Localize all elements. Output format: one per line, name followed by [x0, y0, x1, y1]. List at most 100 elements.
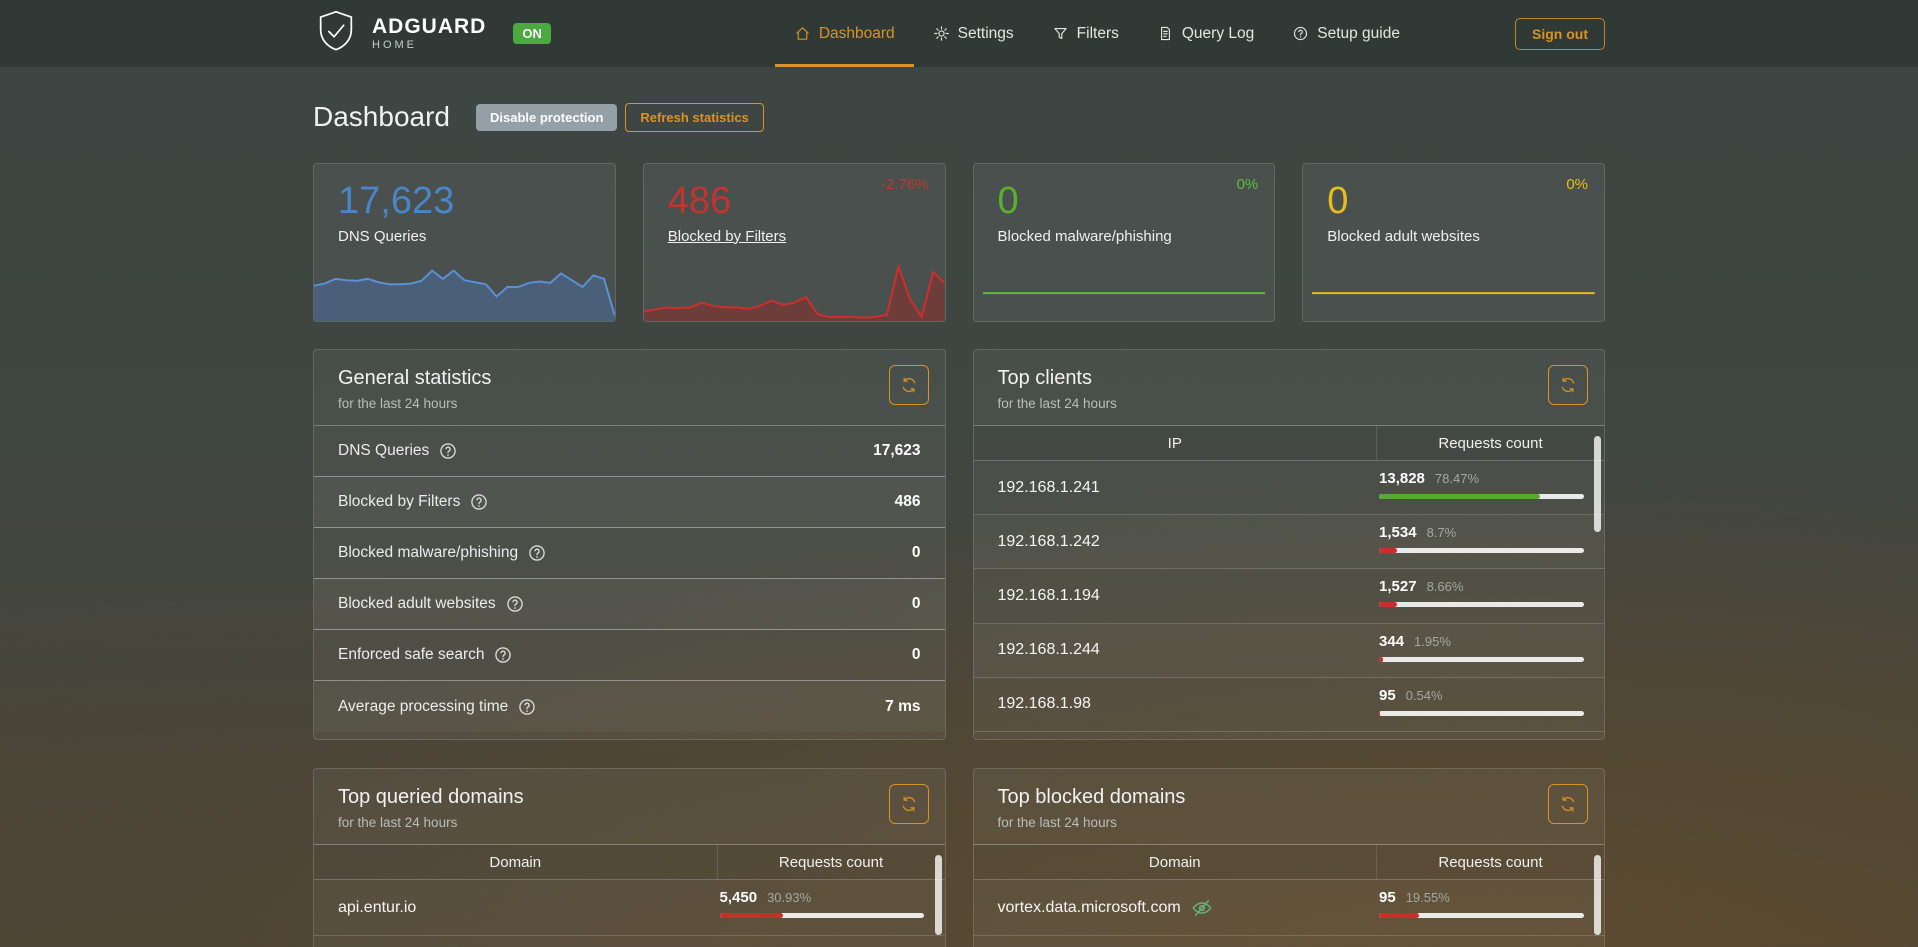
scrollbar-thumb[interactable]: [1594, 436, 1601, 532]
funnel-icon: [1052, 25, 1069, 42]
requests-percent: 8.7%: [1426, 525, 1457, 541]
sparkline-chart: [314, 253, 615, 321]
stat-row-label: Blocked malware/phishing: [338, 544, 519, 561]
sign-out-button[interactable]: Sign out: [1515, 17, 1605, 50]
stat-card-dns-queries: 17,623 DNS Queries: [313, 163, 616, 322]
refresh-statistics-button[interactable]: Refresh statistics: [625, 102, 764, 132]
top-navbar: ADGUARD HOME ON Dashboard Settings Filters…: [0, 0, 1918, 67]
table-row: 192.168.1.241 13,828 78.47%: [973, 461, 1604, 516]
stat-row-label: Blocked by Filters: [338, 493, 461, 510]
nav-item-settings[interactable]: Settings: [914, 0, 1033, 67]
requests-percent: 8.66%: [1426, 579, 1464, 595]
row-name: 192.168.1.244: [997, 641, 1100, 659]
table-row: 192.168.1.242 1,534 8.7%: [973, 515, 1604, 570]
table-row: 192.168.1.194 1,527 8.66%: [973, 569, 1604, 624]
page-title: Dashboard: [313, 101, 450, 132]
refresh-icon: [1559, 376, 1577, 394]
requests-percent: 78.47%: [1434, 471, 1479, 486]
progress-bar: [1379, 494, 1584, 499]
doc-icon: [1157, 25, 1174, 42]
panel-subtitle: for the last 24 hours: [338, 396, 458, 411]
stat-row-enforced-safe-search: Enforced safe search 0: [314, 630, 945, 681]
nav-item-label: Settings: [957, 24, 1014, 42]
adguard-shield-logo-icon: [313, 8, 359, 59]
disable-protection-button[interactable]: Disable protection: [475, 103, 618, 131]
stat-card-blocked-adult-websites: 0% 0 Blocked adult websites: [1302, 163, 1605, 322]
progress-bar: [1379, 656, 1584, 662]
brand-sub: HOME: [372, 38, 417, 51]
stat-row-value: 7 ms: [885, 697, 921, 715]
panel-title: Top queried domains: [338, 786, 524, 808]
general-statistics-panel: General statistics for the last 24 hours…: [313, 349, 946, 740]
row-name: 192.168.1.241: [997, 478, 1100, 496]
scrollbar-thumb[interactable]: [1594, 855, 1601, 935]
stat-card-blocked-malware-phishing: 0% 0 Blocked malware/phishing: [972, 163, 1276, 322]
panel-subtitle: for the last 24 hours: [338, 815, 458, 830]
stat-label[interactable]: Blocked by Filters: [667, 227, 787, 245]
nav-item-setup-guide[interactable]: Setup guide: [1273, 0, 1419, 67]
sparkline-chart: [643, 253, 945, 321]
table-row: vortex.data.microsoft.com 95 19.55%: [973, 880, 1604, 936]
nav-item-dashboard[interactable]: Dashboard: [774, 0, 914, 67]
nav-item-label: Query Log: [1181, 24, 1255, 42]
requests-percent: 30.93%: [767, 890, 812, 905]
nav-item-query-log[interactable]: Query Log: [1138, 0, 1273, 67]
table-row: 192.168.1.244 344 1.95%: [973, 624, 1604, 678]
stat-row-label: Enforced safe search: [338, 646, 485, 663]
progress-bar: [1379, 602, 1584, 608]
progress-bar: [719, 913, 925, 918]
stat-row-value: 0: [911, 544, 921, 561]
help-icon[interactable]: [493, 645, 513, 665]
help-icon[interactable]: [438, 441, 458, 461]
nav-item-label: Dashboard: [818, 24, 895, 42]
brand-name: ADGUARD: [372, 15, 487, 39]
gear-icon: [933, 25, 950, 42]
stat-label: Blocked malware/phishing: [997, 227, 1172, 245]
stat-row-blocked-by-filters: Blocked by Filters 486: [314, 477, 945, 528]
column-header: IP: [974, 426, 1378, 460]
help-icon[interactable]: [505, 594, 525, 614]
panel-title: General statistics: [338, 367, 492, 389]
nav-item-filters[interactable]: Filters: [1033, 0, 1138, 67]
help-icon: [1292, 25, 1309, 42]
page-header: Dashboard Disable protection Refresh sta…: [313, 101, 1605, 133]
stat-row-value: 486: [894, 493, 921, 510]
refresh-icon: [900, 795, 918, 813]
refresh-top-clients-button[interactable]: [1548, 365, 1588, 405]
requests-count: 95: [1379, 889, 1396, 906]
refresh-top-queried-button[interactable]: [888, 784, 929, 824]
row-name: 192.168.1.98: [997, 695, 1091, 713]
panel-subtitle: for the last 24 hours: [997, 396, 1117, 411]
requests-count: 13,828: [1379, 470, 1425, 487]
help-icon[interactable]: [469, 492, 489, 512]
column-header: Requests count: [1438, 853, 1543, 871]
brand: ADGUARD HOME ON: [313, 8, 551, 59]
stat-card-blocked-by-filters: -2.76% 486 Blocked by Filters: [642, 163, 946, 322]
row-name: 192.168.1.242: [997, 532, 1100, 550]
sparkline-chart: [983, 253, 1266, 321]
nav-item-label: Setup guide: [1317, 24, 1400, 42]
stat-row-blocked-adult-websites: Blocked adult websites 0: [314, 579, 945, 630]
requests-count: 1,534: [1379, 524, 1417, 542]
scrollbar-thumb[interactable]: [934, 855, 942, 935]
stat-row-value: 0: [911, 646, 921, 663]
progress-bar: [1379, 548, 1584, 554]
refresh-top-blocked-button[interactable]: [1548, 784, 1588, 824]
help-icon[interactable]: [527, 543, 547, 563]
requests-count: 1,527: [1379, 578, 1417, 596]
row-name: 192.168.1.194: [997, 586, 1100, 604]
stat-row-value: 0: [911, 595, 921, 612]
table-row: 192.168.1.98 95 0.54%: [973, 678, 1604, 732]
requests-count: 5,450: [719, 889, 758, 906]
main-nav: Dashboard Settings Filters Query Log Setup g…: [774, 0, 1419, 67]
trend-percent: -2.76%: [880, 176, 929, 193]
sparkline-chart: [1312, 253, 1595, 321]
eye-off-icon[interactable]: [1191, 897, 1213, 919]
trend-percent: 0%: [1566, 176, 1588, 193]
stat-label: DNS Queries: [338, 227, 427, 245]
refresh-general-statistics-button[interactable]: [888, 365, 929, 405]
stat-row-average-processing-time: Average processing time 7 ms: [314, 681, 945, 732]
help-icon[interactable]: [517, 697, 537, 717]
nav-item-label: Filters: [1076, 24, 1119, 42]
panel-title: Top blocked domains: [997, 786, 1186, 808]
